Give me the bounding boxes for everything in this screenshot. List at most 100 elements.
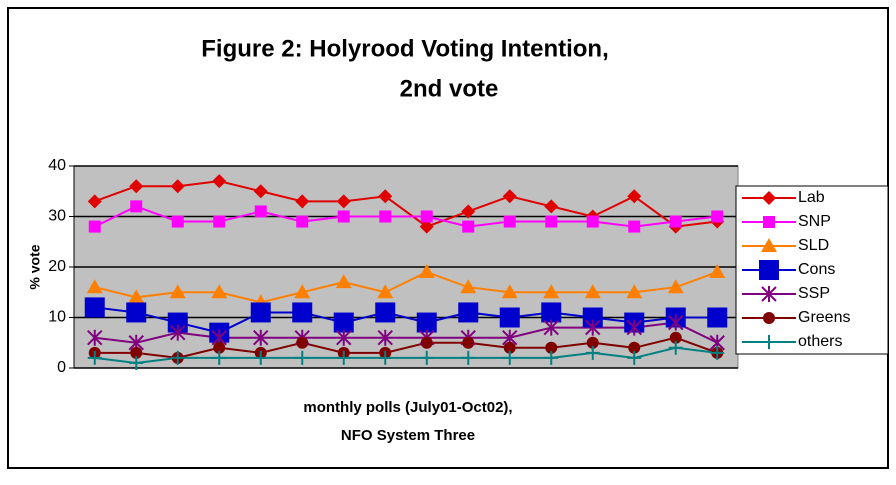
- marker: [379, 210, 392, 223]
- marker: [627, 189, 642, 204]
- marker: [211, 284, 228, 299]
- marker: [128, 289, 145, 304]
- series-line: [94, 205, 718, 228]
- y-tick-label: 0: [57, 359, 66, 376]
- y-tick-label: 30: [48, 208, 66, 225]
- marker: [130, 200, 143, 213]
- marker: [462, 220, 475, 233]
- y-tick-label: 10: [48, 309, 66, 326]
- marker: [763, 312, 775, 324]
- y-tick-label: 40: [48, 157, 66, 174]
- marker: [378, 350, 393, 365]
- marker: [378, 189, 393, 204]
- marker: [544, 199, 559, 214]
- marker: [544, 350, 559, 365]
- marker: [543, 284, 560, 299]
- legend-label: others: [798, 333, 842, 350]
- marker: [545, 215, 558, 228]
- marker: [669, 331, 682, 344]
- legend: Lab SNP SLD Cons SSP Greens others: [735, 185, 889, 355]
- marker: [462, 336, 475, 349]
- marker: [129, 355, 144, 370]
- series-line: [94, 306, 718, 334]
- marker: [296, 336, 309, 349]
- marker: [170, 324, 186, 341]
- marker: [761, 286, 777, 302]
- marker: [169, 284, 186, 299]
- marker: [461, 350, 476, 365]
- marker: [458, 302, 479, 323]
- marker: [333, 312, 354, 333]
- marker: [129, 179, 144, 194]
- marker: [710, 345, 725, 360]
- marker: [84, 297, 105, 318]
- x-axis-label: monthly polls (July01-Oct02),: [303, 399, 512, 416]
- marker: [171, 215, 184, 228]
- marker: [501, 284, 518, 299]
- marker: [294, 284, 311, 299]
- marker: [212, 350, 227, 365]
- chart-title: 2nd vote: [400, 75, 499, 102]
- marker: [418, 264, 435, 279]
- marker: [253, 184, 268, 199]
- marker: [499, 307, 520, 328]
- marker: [503, 341, 516, 354]
- legend-label: Cons: [798, 261, 835, 278]
- y-tick-label: 20: [48, 258, 66, 275]
- x-axis-label: NFO System Three: [341, 427, 475, 444]
- marker: [585, 319, 601, 336]
- marker: [586, 336, 599, 349]
- marker: [86, 279, 103, 294]
- marker: [541, 302, 562, 323]
- marker: [254, 205, 267, 218]
- marker: [295, 194, 310, 209]
- marker: [212, 174, 227, 189]
- marker: [543, 319, 559, 336]
- marker: [253, 329, 269, 346]
- marker: [584, 284, 601, 299]
- marker: [336, 350, 351, 365]
- legend-label: SLD: [798, 237, 829, 254]
- marker: [628, 220, 641, 233]
- marker: [170, 179, 185, 194]
- y-axis-label: % vote: [27, 244, 43, 289]
- marker: [420, 336, 433, 349]
- marker: [213, 341, 226, 354]
- marker: [761, 238, 777, 252]
- marker: [586, 215, 599, 228]
- marker: [669, 215, 682, 228]
- marker: [335, 274, 352, 289]
- series-line: [94, 336, 718, 359]
- series-line: [94, 180, 718, 228]
- marker: [420, 210, 433, 223]
- marker: [711, 210, 724, 223]
- series-line: [94, 346, 718, 364]
- marker: [416, 312, 437, 333]
- marker: [130, 346, 143, 359]
- marker: [668, 340, 683, 355]
- marker: [626, 284, 643, 299]
- legend-label: Greens: [798, 309, 850, 326]
- marker: [377, 329, 393, 346]
- marker: [707, 307, 728, 328]
- marker: [87, 194, 102, 209]
- legend-label: SSP: [798, 285, 830, 302]
- legend-label: SNP: [798, 213, 831, 230]
- marker: [419, 350, 434, 365]
- marker: [763, 216, 775, 228]
- marker: [626, 319, 642, 336]
- marker: [419, 219, 434, 234]
- marker: [213, 215, 226, 228]
- marker: [709, 264, 726, 279]
- marker: [292, 302, 313, 323]
- marker: [337, 210, 350, 223]
- marker: [503, 215, 516, 228]
- marker: [502, 350, 517, 365]
- marker: [759, 260, 779, 280]
- series-line: [94, 270, 718, 304]
- marker: [628, 341, 641, 354]
- marker: [460, 279, 477, 294]
- marker: [762, 335, 776, 349]
- marker: [667, 279, 684, 294]
- marker: [762, 191, 776, 205]
